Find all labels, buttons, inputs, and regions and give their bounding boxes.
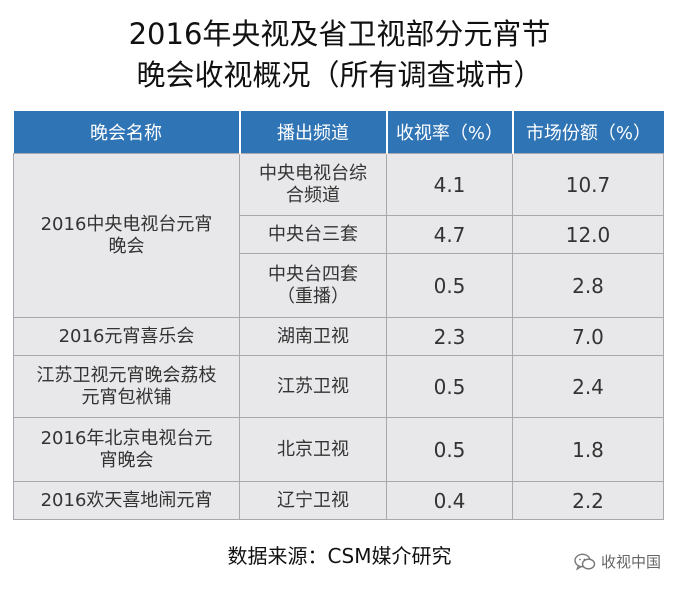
table-row: 中央台四套（重播） 0.5 2.8 (14, 253, 664, 318)
rating-cell: 4.1 (386, 153, 513, 216)
channel-cell: 中央电视台综合频道 (239, 153, 387, 216)
channel-cell: 辽宁卫视 (239, 481, 387, 520)
share-cell: 2.4 (512, 355, 664, 418)
rating-cell: 0.4 (386, 481, 513, 520)
header-channel: 播出频道 (238, 111, 387, 154)
header-rating: 收视率（%） (385, 111, 513, 154)
rating-cell: 0.5 (386, 355, 513, 418)
program-cell: 2016中央电视台元宵晚会 (13, 153, 240, 318)
table-row: 江苏卫视元宵晚会荔枝元宵包袱铺 江苏卫视 0.5 2.4 (13, 355, 664, 418)
channel-cell: 湖南卫视 (239, 317, 387, 356)
channel-cell: 中央台三套 (239, 215, 387, 254)
share-cell: 10.7 (512, 153, 664, 216)
share-cell: 7.0 (512, 317, 664, 356)
table-header-row: 晚会名称 播出频道 收视率（%） 市场份额（%） (13, 111, 664, 154)
title-line-2: 晚会收视概况（所有调查城市） (136, 58, 543, 92)
table-row: 2016中央电视台元宵晚会 中央电视台综合频道 4.1 10.7 (13, 153, 664, 318)
data-source-note: 数据来源：CSM媒介研究 (227, 544, 452, 568)
header-share: 市场份额（%） (511, 111, 664, 154)
watermark-text: 收视中国 (600, 553, 661, 571)
page-title: 2016年央视及省卫视部分元宵节 晚会收视概况（所有调查城市） (0, 14, 679, 96)
channel-cell: 北京卫视 (239, 417, 387, 482)
rating-cell: 2.3 (386, 317, 513, 356)
channel-cell: 江苏卫视 (239, 355, 387, 418)
table-row: 2016年北京电视台元宵晚会 北京卫视 0.5 1.8 (13, 417, 664, 482)
channel-cell: 中央台四套（重播） (239, 253, 387, 318)
watermark: 收视中国 (574, 551, 661, 572)
share-cell: 1.8 (512, 417, 664, 482)
table-row: 2016欢天喜地闹元宵 辽宁卫视 0.4 2.2 (13, 481, 664, 520)
header-program: 晚会名称 (13, 111, 240, 154)
rating-cell: 0.5 (386, 253, 513, 318)
program-cell: 2016欢天喜地闹元宵 (13, 481, 240, 520)
share-cell: 2.8 (512, 253, 664, 318)
wechat-icon (574, 553, 596, 571)
program-cell: 江苏卫视元宵晚会荔枝元宵包袱铺 (13, 355, 240, 418)
title-line-1: 2016年央视及省卫视部分元宵节 (128, 17, 551, 51)
program-cell: 2016年北京电视台元宵晚会 (13, 417, 240, 482)
rating-cell: 4.7 (386, 215, 513, 254)
table-row: 2016元宵喜乐会 湖南卫视 2.3 7.0 (13, 317, 664, 356)
ratings-table: 晚会名称 播出频道 收视率（%） 市场份额（%） 2016中央电视台元宵晚会 中… (13, 111, 664, 520)
share-cell: 2.2 (512, 481, 664, 520)
rating-cell: 0.5 (386, 417, 513, 482)
table-row: 中央台三套 4.7 12.0 (14, 215, 664, 254)
program-cell: 2016元宵喜乐会 (13, 317, 240, 356)
share-cell: 12.0 (512, 215, 664, 254)
